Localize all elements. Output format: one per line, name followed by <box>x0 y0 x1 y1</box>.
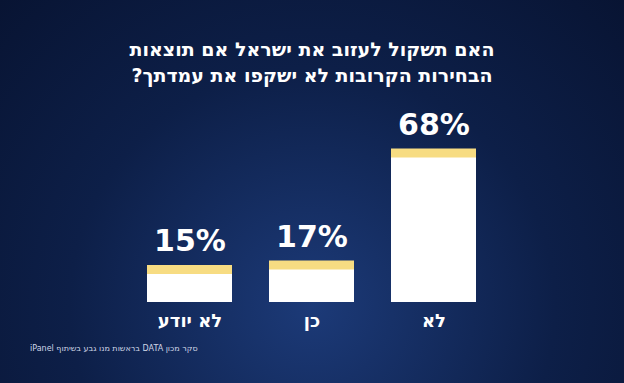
svg-text:לא יודע: לא יודע <box>158 310 222 331</box>
svg-text:כן: כן <box>304 310 320 331</box>
svg-text:17%: 17% <box>276 219 348 254</box>
svg-text:15%: 15% <box>154 223 226 258</box>
html-text:סקר מכון DATA בראשות מנו גבע ב: סקר מכון DATA בראשות מנו גבע בשיתוף iPan… <box>30 344 198 353</box>
html-text:האם תשקול לעזוב את ישראל אם תו: האם תשקול לעזוב את ישראל אם תוצאות הבחיר… <box>129 38 495 86</box>
svg-text:לא: לא <box>422 310 446 331</box>
svg-text:68%: 68% <box>398 107 470 142</box>
